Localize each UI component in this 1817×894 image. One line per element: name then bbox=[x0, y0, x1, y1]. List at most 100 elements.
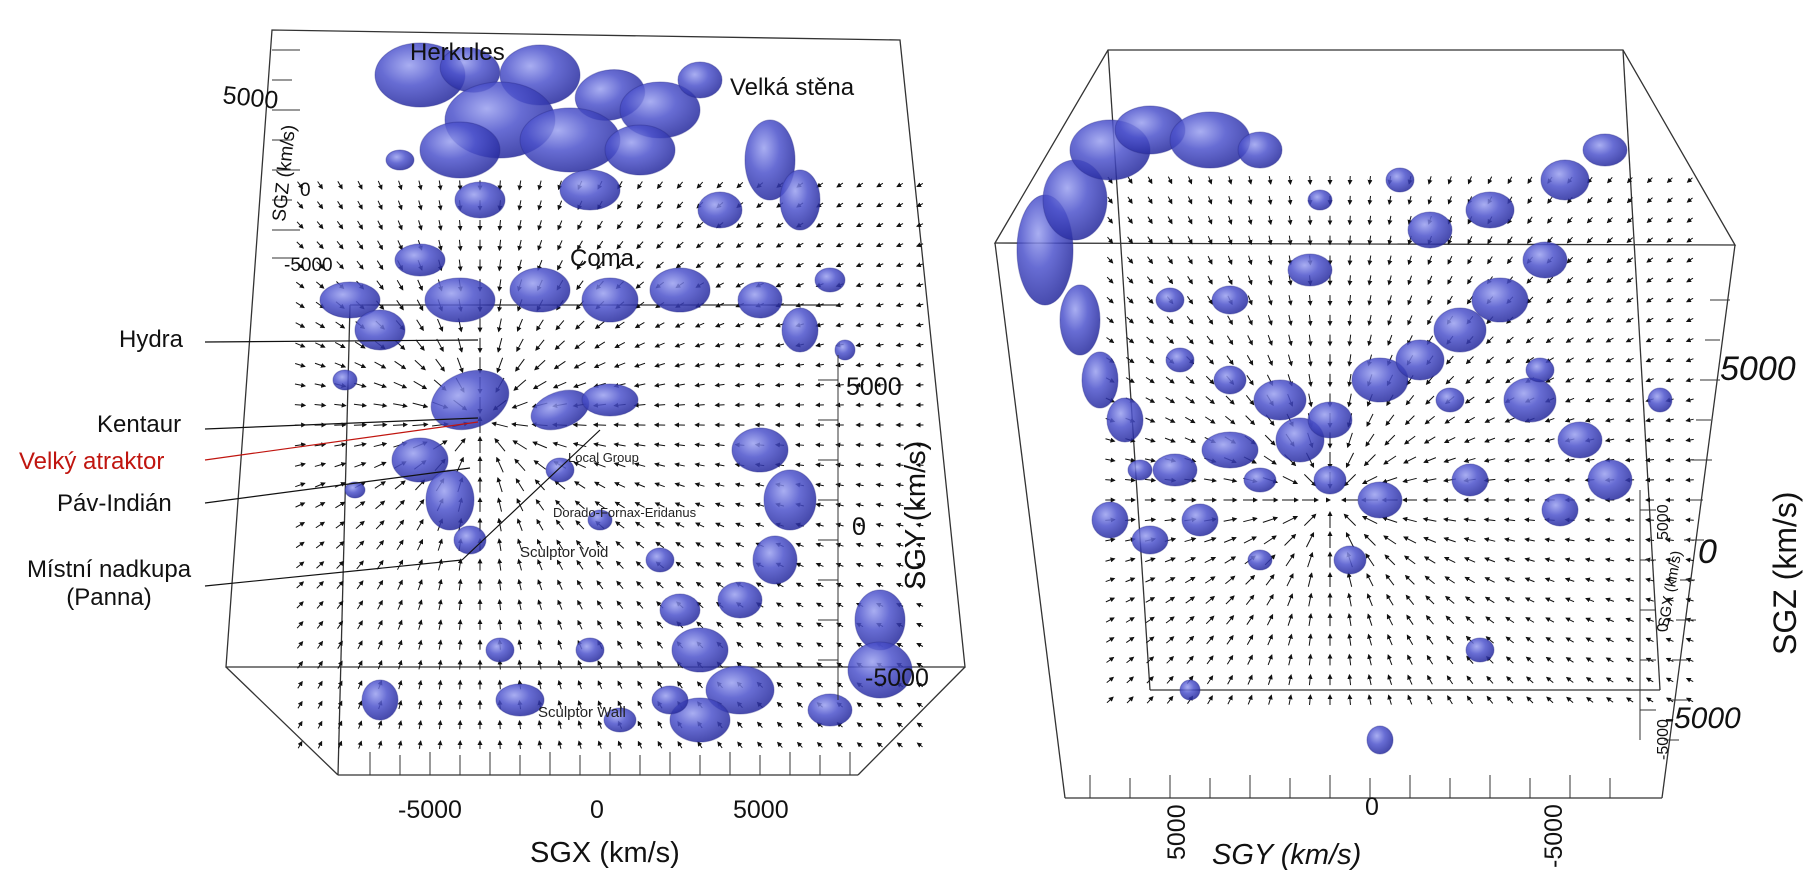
flow-arrow bbox=[335, 540, 345, 549]
flow-arrow bbox=[1447, 255, 1453, 265]
flow-arrow bbox=[1503, 477, 1516, 483]
flow-arrow bbox=[1686, 237, 1694, 243]
flow-arrow bbox=[1287, 295, 1293, 306]
flow-arrow bbox=[417, 180, 423, 191]
flow-arrow bbox=[1387, 633, 1393, 646]
flow-arrow bbox=[1685, 317, 1694, 323]
flow-arrow bbox=[856, 182, 864, 188]
flow-arrow bbox=[294, 462, 306, 468]
flow-arrow bbox=[376, 260, 384, 271]
flow-arrow bbox=[534, 479, 545, 491]
flow-arrow bbox=[1405, 594, 1415, 605]
flow-arrow bbox=[374, 481, 386, 489]
flow-arrow bbox=[437, 719, 443, 730]
flow-arrow bbox=[676, 221, 684, 229]
flow-arrow bbox=[654, 482, 665, 488]
flow-arrow bbox=[1367, 195, 1373, 206]
flow-arrow bbox=[1347, 592, 1352, 607]
flow-arrow bbox=[1605, 397, 1615, 403]
flow-arrow bbox=[636, 201, 643, 210]
structure-blob bbox=[744, 119, 796, 201]
structure-blob bbox=[697, 191, 743, 229]
structure-blob bbox=[575, 637, 605, 663]
flow-arrow bbox=[1427, 255, 1433, 265]
flow-arrow bbox=[1487, 256, 1493, 265]
flow-arrow bbox=[1145, 557, 1156, 563]
flow-arrow bbox=[457, 699, 463, 710]
flow-arrow bbox=[1665, 677, 1674, 683]
flow-arrow bbox=[1504, 557, 1515, 563]
structure-blob bbox=[603, 707, 637, 733]
flow-arrow bbox=[633, 382, 646, 388]
flow-arrow bbox=[1645, 317, 1654, 323]
flow-arrow bbox=[1347, 393, 1352, 408]
structure-blob bbox=[559, 169, 621, 211]
flow-arrow bbox=[1625, 317, 1634, 323]
flow-arrow bbox=[555, 499, 565, 510]
flow-arrow bbox=[736, 641, 744, 648]
flow-arrow bbox=[856, 722, 863, 728]
flow-arrow bbox=[1525, 356, 1534, 364]
flow-arrow bbox=[394, 480, 406, 490]
flow-arrow bbox=[1585, 677, 1594, 683]
flow-arrow bbox=[1605, 357, 1614, 363]
flow-arrow bbox=[357, 640, 363, 650]
flow-arrow bbox=[1505, 636, 1514, 644]
flow-arrow bbox=[835, 522, 844, 528]
flow-arrow bbox=[895, 242, 904, 248]
structure-blob bbox=[752, 535, 798, 585]
flow-arrow bbox=[1665, 317, 1674, 323]
flow-arrow bbox=[537, 619, 543, 630]
flow-arrow bbox=[1585, 657, 1594, 663]
flow-arrow bbox=[1586, 277, 1594, 284]
flow-arrow bbox=[1407, 674, 1413, 685]
flow-arrow bbox=[677, 681, 683, 689]
flow-arrow bbox=[1125, 577, 1136, 583]
flow-arrow bbox=[575, 520, 585, 530]
flow-arrow bbox=[377, 660, 383, 670]
flow-arrow bbox=[557, 700, 563, 710]
flow-arrow bbox=[1565, 617, 1575, 623]
flow-arrow bbox=[656, 660, 663, 669]
structure-blob bbox=[424, 277, 496, 323]
flow-arrow bbox=[1423, 436, 1436, 444]
flow-arrow bbox=[896, 742, 903, 748]
flow-arrow bbox=[337, 640, 343, 649]
flow-arrow bbox=[393, 403, 408, 409]
right-sgz-tick-0: 0 bbox=[1698, 533, 1717, 571]
flow-arrow bbox=[916, 202, 924, 207]
flow-arrow bbox=[835, 442, 844, 448]
flow-arrow bbox=[437, 538, 443, 551]
flow-arrow bbox=[815, 462, 824, 468]
right-sgy-title: SGY (km/s) bbox=[1212, 839, 1361, 871]
flow-arrow bbox=[572, 422, 587, 428]
flow-arrow bbox=[1584, 417, 1595, 423]
flow-arrow bbox=[1367, 255, 1373, 266]
flow-arrow bbox=[532, 380, 547, 390]
flow-arrow bbox=[875, 262, 884, 268]
flow-arrow bbox=[397, 740, 403, 749]
flow-arrow bbox=[517, 538, 523, 551]
flow-arrow bbox=[635, 301, 645, 309]
flow-arrow bbox=[557, 659, 563, 670]
structure-blob bbox=[1465, 637, 1495, 663]
flow-arrow bbox=[353, 402, 368, 408]
flow-arrow bbox=[656, 221, 664, 229]
flow-arrow bbox=[1307, 613, 1313, 627]
flow-arrow bbox=[1626, 297, 1634, 303]
flow-arrow bbox=[514, 458, 526, 472]
structure-blob bbox=[1131, 525, 1169, 555]
structure-blob bbox=[581, 383, 639, 417]
flow-arrow bbox=[1367, 175, 1373, 185]
flow-arrow bbox=[856, 702, 863, 708]
flow-arrow bbox=[417, 639, 423, 650]
flow-arrow bbox=[1404, 435, 1416, 445]
flow-arrow bbox=[375, 500, 386, 510]
flow-arrow bbox=[1347, 295, 1353, 306]
flow-arrow bbox=[676, 181, 684, 189]
flow-arrow bbox=[1564, 457, 1575, 463]
flow-arrow bbox=[597, 740, 603, 749]
flow-arrow bbox=[855, 382, 864, 388]
flow-arrow bbox=[1346, 432, 1353, 449]
flow-arrow bbox=[1507, 176, 1513, 185]
